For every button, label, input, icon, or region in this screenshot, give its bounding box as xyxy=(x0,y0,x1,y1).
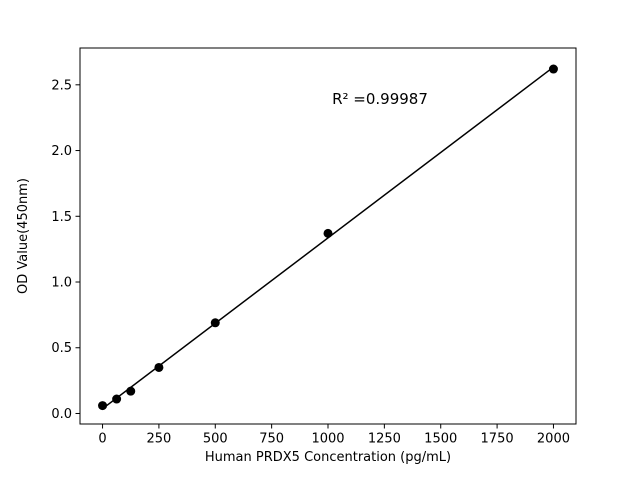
x-tick-label: 1750 xyxy=(481,432,514,447)
y-tick-label: 1.0 xyxy=(51,276,72,291)
x-tick-label: 500 xyxy=(203,432,228,447)
x-tick-label: 0 xyxy=(98,432,106,447)
data-point xyxy=(210,318,220,328)
x-tick-label: 750 xyxy=(259,432,284,447)
y-axis-label: OD Value(450nm) xyxy=(16,178,31,294)
data-point xyxy=(154,362,164,372)
regression-line xyxy=(102,66,554,410)
data-point xyxy=(126,386,136,396)
data-point xyxy=(323,228,333,238)
data-point xyxy=(112,394,122,404)
x-axis-label: Human PRDX5 Concentration (pg/mL) xyxy=(205,450,451,465)
r-squared-annotation: R² =0.99987 xyxy=(332,90,428,108)
data-points xyxy=(98,64,558,411)
x-axis-ticks: 0 250 500 750 1000 1250 1500 1750 2000 xyxy=(98,424,570,447)
x-tick-label: 2000 xyxy=(537,432,570,447)
data-point xyxy=(548,64,558,74)
fit-line xyxy=(102,66,554,410)
data-point xyxy=(98,401,108,411)
y-tick-label: 0.0 xyxy=(51,407,72,422)
y-axis-ticks: 0.0 0.5 1.0 1.5 2.0 2.5 xyxy=(51,78,80,422)
x-tick-label: 1500 xyxy=(424,432,457,447)
y-tick-label: 2.5 xyxy=(51,78,72,93)
y-tick-label: 0.5 xyxy=(51,341,72,356)
y-tick-label: 2.0 xyxy=(51,144,72,159)
x-tick-label: 1000 xyxy=(311,432,344,447)
x-tick-label: 250 xyxy=(146,432,171,447)
y-tick-label: 1.5 xyxy=(51,210,72,225)
x-tick-label: 1250 xyxy=(368,432,401,447)
